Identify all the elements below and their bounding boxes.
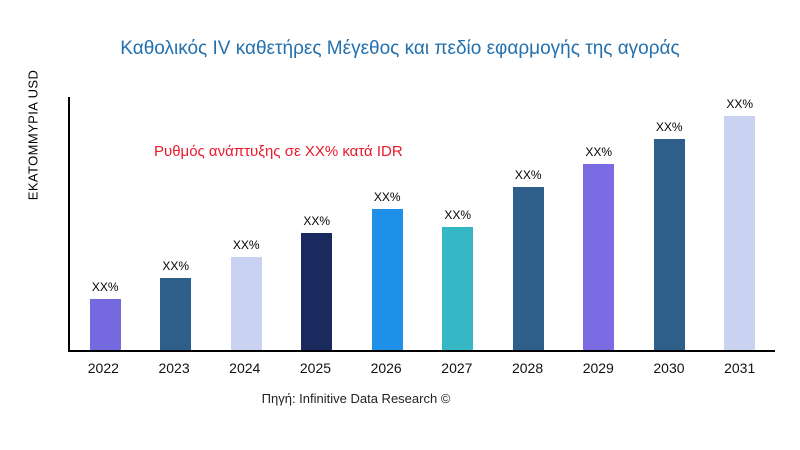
- bar-value-label: XX%: [585, 145, 613, 160]
- bar-value-label: XX%: [655, 119, 683, 134]
- bar: [160, 278, 192, 350]
- bar-column-2030: XX%: [634, 97, 705, 350]
- bar: [583, 164, 615, 350]
- x-tick-2030: 2030: [653, 360, 685, 376]
- plot-area: Ρυθμός ανάπτυξης σε XX% κατά IDR XX% XX% X…: [68, 97, 775, 352]
- bar: [89, 299, 121, 350]
- growth-rate-annotation: Ρυθμός ανάπτυξης σε XX% κατά IDR: [154, 143, 403, 160]
- bar: [230, 257, 262, 350]
- bar-value-label: XX%: [373, 189, 401, 204]
- y-axis-label: ΕΚΑΤΟΜΜΥΡΙΑ USD: [25, 69, 41, 201]
- bar-value-label: XX%: [91, 280, 119, 295]
- source-footer: Πηγή: Infinitive Data Research ©: [261, 391, 451, 406]
- bars-container: XX% XX% XX% XX% XX% XX% XX% XX% XX% XX%: [70, 97, 775, 350]
- bar-value-label: XX%: [726, 97, 754, 111]
- x-tick-2029: 2029: [582, 360, 614, 376]
- chart-title: Καθολικός IV καθετήρες Μέγεθος και πεδίο…: [120, 38, 680, 59]
- bar-value-label: XX%: [232, 238, 260, 252]
- bar-column-2029: XX%: [564, 97, 635, 350]
- bar-column-2025: XX%: [282, 97, 353, 350]
- bar: [512, 186, 544, 350]
- x-tick-2031: 2031: [724, 360, 756, 376]
- bar: [653, 138, 685, 350]
- bar-column-2028: XX%: [493, 97, 564, 350]
- bar-column-2027: XX%: [423, 97, 494, 350]
- bar-column-2026: XX%: [352, 97, 423, 350]
- bar: [724, 116, 756, 350]
- x-tick-2022: 2022: [87, 360, 119, 376]
- bar-value-label: XX%: [444, 207, 472, 222]
- bar-column-2024: XX%: [211, 97, 282, 350]
- x-tick-2026: 2026: [370, 360, 402, 376]
- x-tick-2028: 2028: [511, 360, 544, 376]
- x-tick-2027: 2027: [441, 360, 473, 376]
- bar-value-label: XX%: [303, 213, 331, 228]
- x-tick-2023: 2023: [158, 360, 190, 376]
- bar-value-label: XX%: [162, 259, 190, 274]
- bar: [371, 208, 403, 350]
- bar-value-label: XX%: [514, 167, 542, 182]
- x-tick-2025: 2025: [299, 360, 332, 376]
- x-tick-2024: 2024: [229, 360, 261, 376]
- bar-column-2023: XX%: [141, 97, 212, 350]
- x-axis-ticks: 2022 2023 2024 2025 2026 2027 2028 2029 2030 2031: [68, 354, 775, 376]
- bar: [442, 226, 474, 350]
- bar: [301, 232, 333, 350]
- bar-column-2031: XX%: [705, 97, 776, 350]
- bar-column-2022: XX%: [70, 97, 141, 350]
